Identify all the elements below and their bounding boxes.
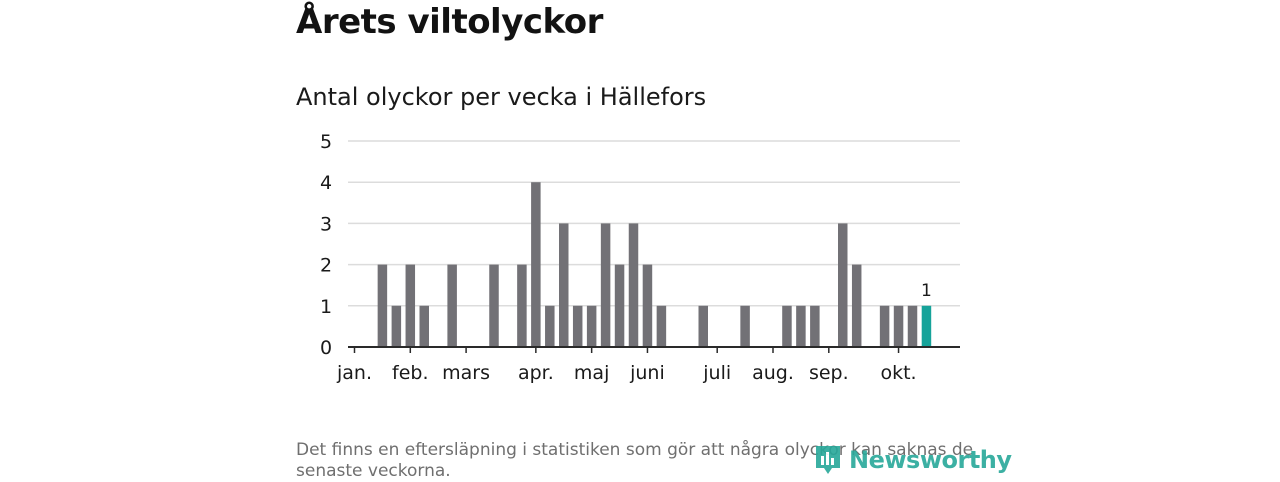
bar bbox=[907, 305, 918, 347]
bar bbox=[851, 264, 862, 347]
x-tick-label: mars bbox=[442, 362, 490, 384]
bar bbox=[796, 305, 806, 347]
bar bbox=[377, 264, 388, 347]
x-tick-label: feb. bbox=[392, 362, 428, 384]
y-tick-label: 3 bbox=[320, 213, 332, 235]
x-tick-label: aug. bbox=[752, 362, 794, 384]
bar bbox=[656, 305, 667, 347]
data-labels: 1 bbox=[921, 281, 932, 301]
data-label: 1 bbox=[921, 281, 932, 301]
bar bbox=[893, 305, 904, 347]
bar bbox=[447, 264, 457, 347]
bar bbox=[517, 264, 527, 347]
y-tick-label: 0 bbox=[320, 337, 332, 359]
newsworthy-logo-icon bbox=[816, 446, 840, 474]
bar bbox=[642, 264, 653, 347]
bar bbox=[531, 182, 541, 347]
x-tick-label: juli bbox=[702, 362, 731, 384]
y-tick-label: 4 bbox=[320, 172, 332, 194]
bar bbox=[489, 264, 499, 347]
x-tick-label: maj bbox=[574, 362, 609, 384]
y-tick-label: 2 bbox=[320, 255, 332, 277]
bar bbox=[545, 305, 555, 347]
bar bbox=[698, 305, 708, 347]
bar bbox=[586, 305, 597, 347]
bar bbox=[740, 305, 750, 347]
page-title: Årets viltolyckor bbox=[296, 2, 603, 42]
x-tick-label: apr. bbox=[518, 362, 554, 384]
bar bbox=[572, 305, 583, 347]
x-tick-label: jan. bbox=[336, 362, 372, 384]
y-tick-label: 1 bbox=[320, 296, 332, 318]
bar bbox=[559, 223, 569, 347]
x-axis-ticks: jan. feb. mars apr. maj juni juli aug. sep. okt. bbox=[336, 347, 917, 384]
y-tick-label: 5 bbox=[320, 131, 332, 153]
logo-text: Newsworthy bbox=[849, 446, 1012, 474]
bars bbox=[377, 182, 932, 347]
bar bbox=[614, 264, 625, 347]
x-tick-label: okt. bbox=[880, 362, 916, 384]
bar bbox=[810, 305, 820, 347]
x-tick-label: juni bbox=[629, 362, 665, 384]
bar bbox=[419, 305, 429, 347]
bar bbox=[391, 305, 402, 347]
chart-subtitle: Antal olyckor per vecka i Hällefors bbox=[296, 83, 707, 111]
bar bbox=[782, 305, 792, 347]
footnote: Det finns en eftersläpning i statistiken… bbox=[296, 440, 974, 481]
bar bbox=[600, 223, 611, 347]
bar-highlight bbox=[921, 305, 932, 347]
bar bbox=[628, 223, 639, 347]
gridlines bbox=[348, 140, 960, 307]
newsworthy-logo: Newsworthy bbox=[813, 443, 1012, 477]
bar bbox=[405, 264, 416, 347]
x-tick-label: sep. bbox=[809, 362, 849, 384]
bar bbox=[838, 223, 848, 347]
bar bbox=[879, 305, 890, 347]
y-axis-ticks: 0 1 2 3 4 5 bbox=[320, 131, 332, 359]
